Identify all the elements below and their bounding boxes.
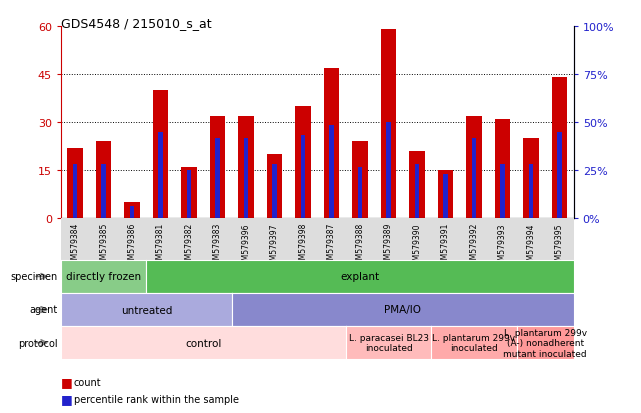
Text: ■: ■ xyxy=(61,375,72,389)
Bar xyxy=(301,135,305,219)
Bar xyxy=(73,164,78,219)
Bar xyxy=(466,116,482,219)
Text: L. plantarum 299v
inoculated: L. plantarum 299v inoculated xyxy=(433,333,515,352)
Bar xyxy=(552,78,567,219)
Bar xyxy=(500,164,504,219)
Bar xyxy=(381,30,396,219)
Text: GSM579395: GSM579395 xyxy=(555,223,564,269)
Text: GSM579392: GSM579392 xyxy=(469,223,478,269)
Text: PMA/IO: PMA/IO xyxy=(384,305,421,315)
Text: GSM579387: GSM579387 xyxy=(327,223,336,269)
Text: GSM579390: GSM579390 xyxy=(413,223,422,269)
Bar xyxy=(358,168,362,219)
Bar xyxy=(495,120,510,219)
Text: GSM579396: GSM579396 xyxy=(242,223,251,269)
Text: explant: explant xyxy=(340,272,379,282)
Bar xyxy=(324,69,339,219)
Text: GDS4548 / 215010_s_at: GDS4548 / 215010_s_at xyxy=(61,17,212,29)
Bar xyxy=(523,139,539,219)
Bar xyxy=(415,164,419,219)
Text: GSM579384: GSM579384 xyxy=(71,223,79,269)
Bar xyxy=(238,116,254,219)
Bar xyxy=(124,203,140,219)
Bar xyxy=(244,139,248,219)
Text: directly frozen: directly frozen xyxy=(66,272,141,282)
Bar xyxy=(557,133,562,219)
Bar xyxy=(529,164,533,219)
Text: GSM579394: GSM579394 xyxy=(526,223,535,269)
Text: GSM579386: GSM579386 xyxy=(128,223,137,269)
Text: GSM579391: GSM579391 xyxy=(441,223,450,269)
Text: L. plantarum 299v
(A-) nonadherent
mutant inoculated: L. plantarum 299v (A-) nonadherent mutan… xyxy=(503,328,587,358)
Bar xyxy=(158,133,163,219)
Text: GSM579389: GSM579389 xyxy=(384,223,393,269)
Text: GSM579388: GSM579388 xyxy=(356,223,365,268)
Bar xyxy=(67,148,83,219)
Bar xyxy=(472,139,476,219)
Bar xyxy=(96,142,112,219)
Bar xyxy=(409,152,425,219)
Bar xyxy=(387,123,391,219)
Bar xyxy=(329,126,334,219)
Bar xyxy=(444,174,447,219)
Text: GSM579398: GSM579398 xyxy=(299,223,308,269)
Bar xyxy=(267,155,283,219)
Bar xyxy=(215,139,220,219)
Text: GSM579383: GSM579383 xyxy=(213,223,222,269)
Text: GSM579382: GSM579382 xyxy=(185,223,194,268)
Text: GSM579385: GSM579385 xyxy=(99,223,108,269)
Text: L. paracasei BL23
inoculated: L. paracasei BL23 inoculated xyxy=(349,333,429,352)
Bar xyxy=(272,164,277,219)
Bar xyxy=(101,164,106,219)
Text: protocol: protocol xyxy=(18,338,58,348)
Text: GSM579393: GSM579393 xyxy=(498,223,507,269)
Bar xyxy=(352,142,368,219)
Text: untreated: untreated xyxy=(121,305,172,315)
Bar xyxy=(296,107,311,219)
Text: GSM579381: GSM579381 xyxy=(156,223,165,268)
Text: agent: agent xyxy=(29,305,58,315)
Bar xyxy=(438,171,453,219)
Text: control: control xyxy=(185,338,222,348)
Text: GSM579397: GSM579397 xyxy=(270,223,279,269)
Bar xyxy=(210,116,226,219)
Bar xyxy=(130,206,135,219)
Text: specimen: specimen xyxy=(10,272,58,282)
Text: percentile rank within the sample: percentile rank within the sample xyxy=(74,394,238,404)
Text: ■: ■ xyxy=(61,392,72,405)
Bar xyxy=(153,91,169,219)
Bar xyxy=(187,171,191,219)
Text: count: count xyxy=(74,377,101,387)
Bar xyxy=(181,168,197,219)
